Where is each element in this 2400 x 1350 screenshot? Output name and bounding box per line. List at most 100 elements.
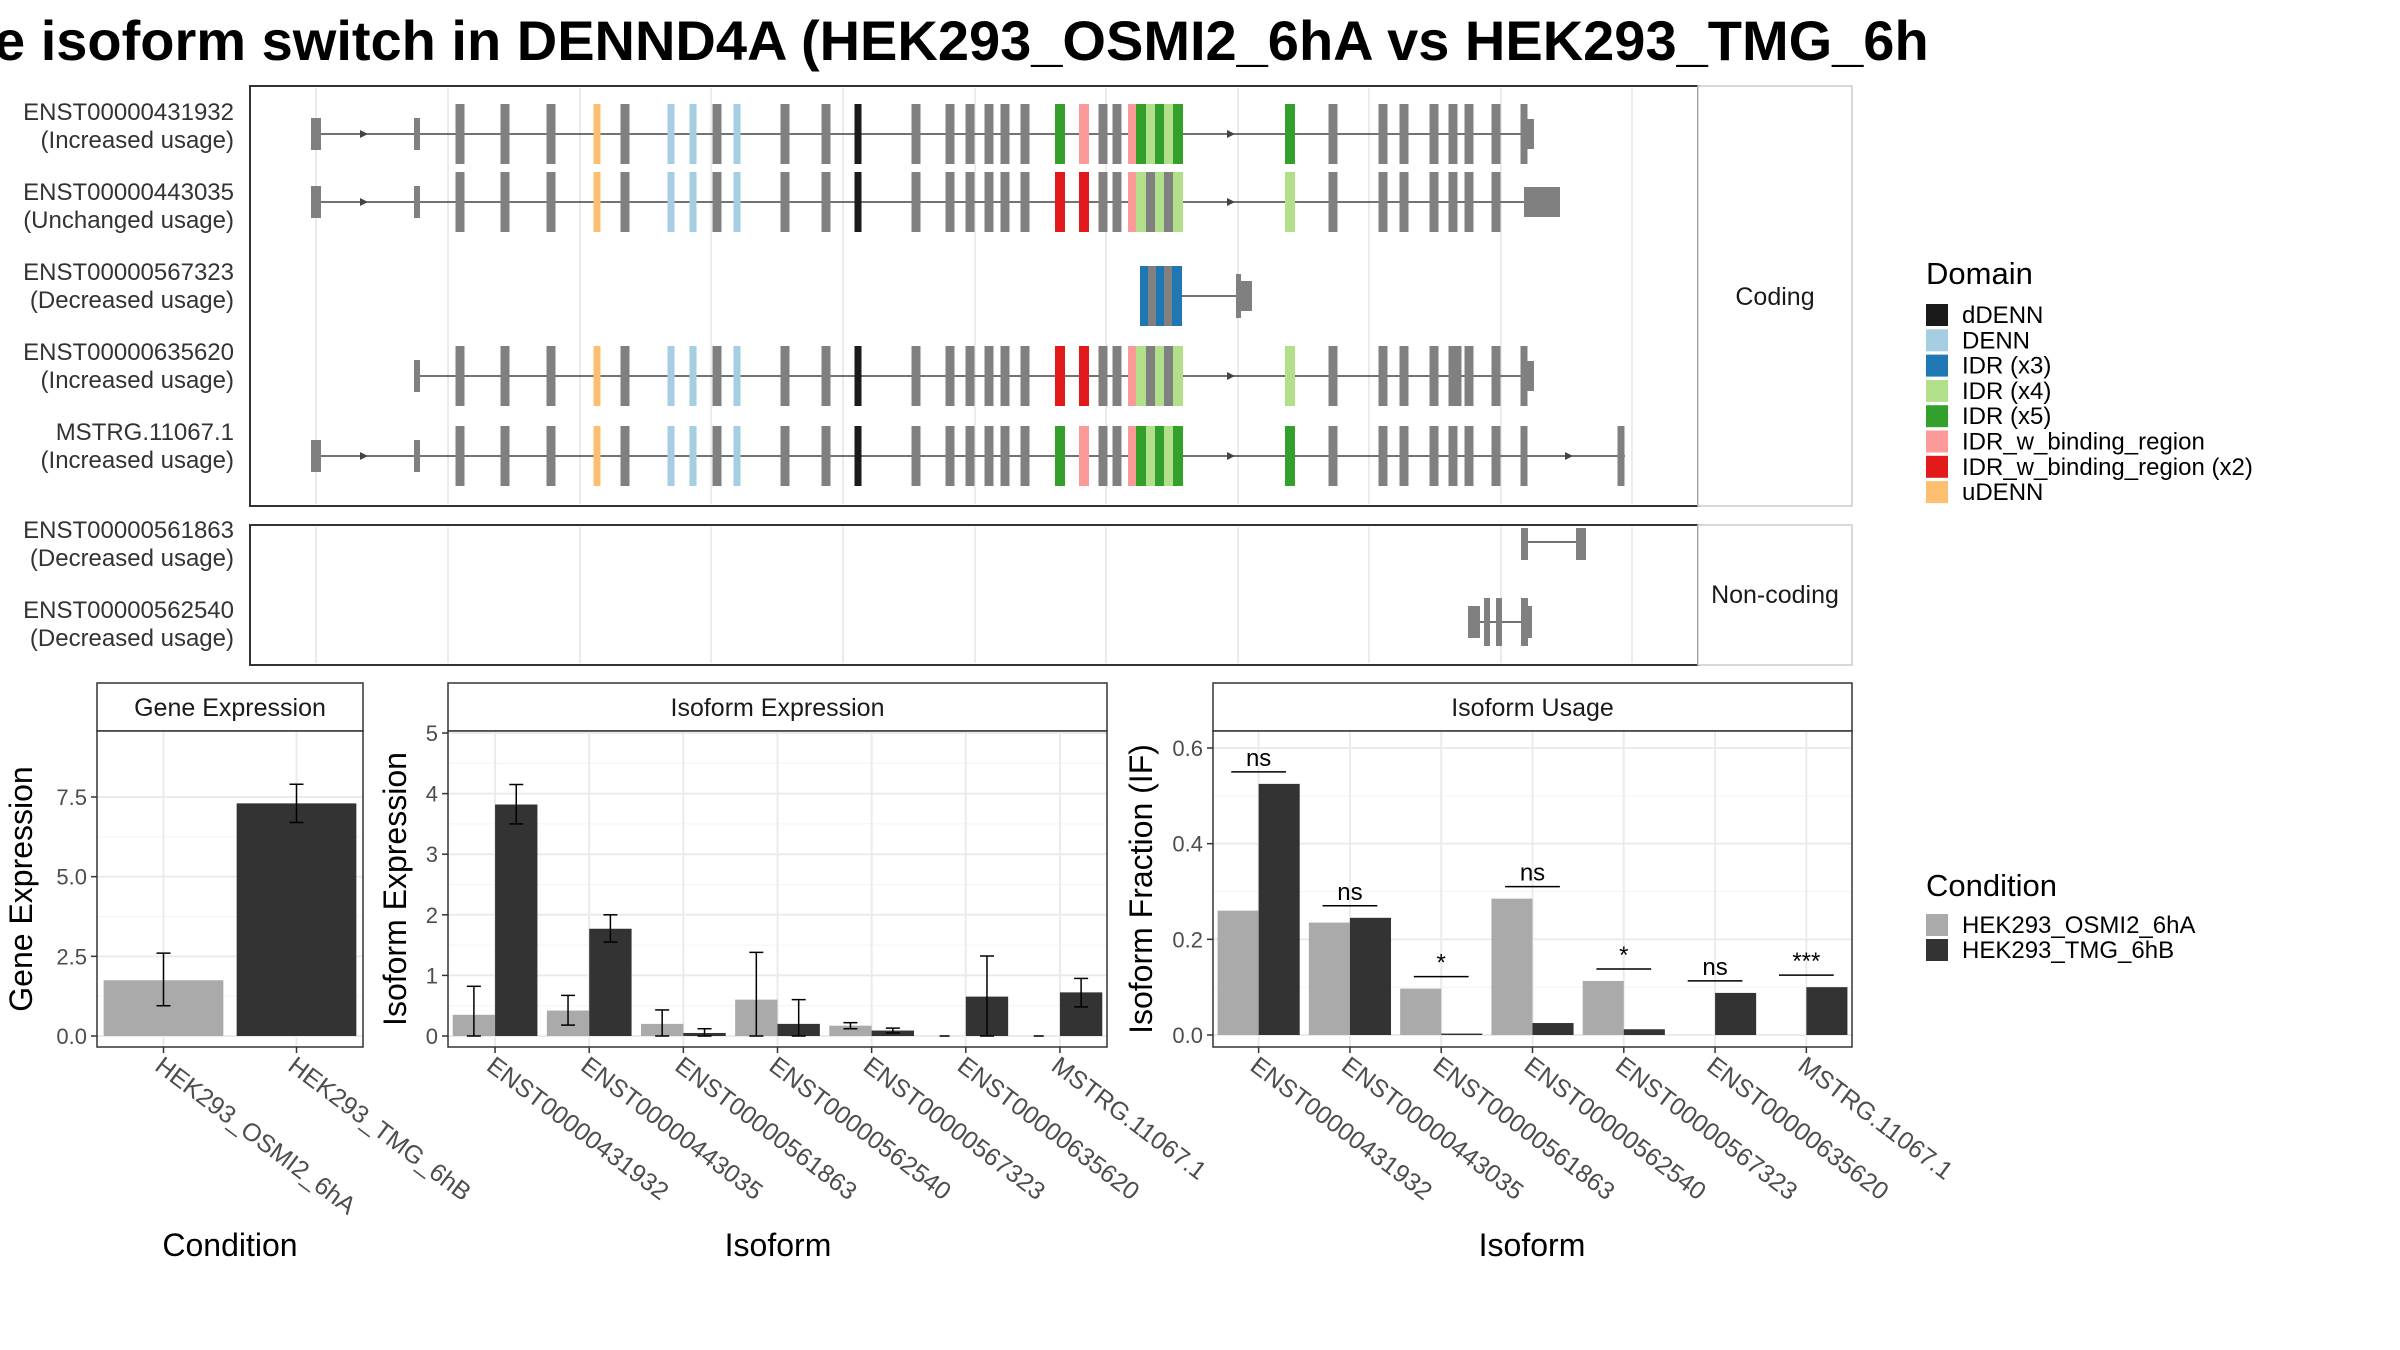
exon — [620, 346, 630, 406]
exon — [1128, 172, 1138, 232]
exon — [1098, 172, 1108, 232]
gene-expression-chart: Gene Expression0.02.55.07.5HEK293_OSMI2_… — [3, 682, 476, 1263]
exon — [1136, 104, 1146, 164]
exon — [1155, 104, 1165, 164]
noncoding-strip — [1697, 524, 1853, 666]
transcript-usage-label: (Unchanged usage) — [23, 207, 234, 234]
exon — [1155, 426, 1165, 486]
exon — [854, 104, 862, 164]
bar — [1308, 922, 1350, 1035]
exon — [546, 346, 556, 406]
y-axis-title: Isoform Fraction (IF) — [1123, 744, 1159, 1034]
bar — [1806, 987, 1848, 1035]
transcript-id-label: ENST00000562540 — [23, 597, 234, 624]
significance-label: ns — [1337, 879, 1362, 906]
exon — [455, 104, 465, 164]
exon — [854, 346, 862, 406]
exon — [1020, 346, 1030, 406]
exon — [1328, 426, 1338, 486]
exon — [1020, 172, 1030, 232]
bar — [1217, 910, 1259, 1035]
exon — [620, 426, 630, 486]
significance-label: ns — [1246, 745, 1271, 772]
exon — [1140, 266, 1150, 326]
exon — [1399, 172, 1409, 232]
exon — [1429, 426, 1439, 486]
exon — [1491, 104, 1501, 164]
exon — [733, 172, 741, 232]
exon — [1098, 104, 1108, 164]
exon — [1164, 426, 1174, 486]
exon — [1136, 426, 1146, 486]
exon — [667, 172, 675, 232]
exon — [984, 104, 994, 164]
exon — [1448, 346, 1458, 406]
domain-legend-title: Domain — [1926, 256, 2033, 291]
strand-arrow — [1227, 452, 1235, 460]
bar — [495, 804, 538, 1036]
legend-label: dDENN — [1962, 302, 2043, 329]
transcript-id-label: MSTRG.11067.1 — [56, 419, 234, 446]
exon — [911, 426, 921, 486]
exon — [593, 172, 601, 232]
exon — [1464, 426, 1474, 486]
x-axis-title: Condition — [162, 1227, 297, 1263]
exon — [414, 360, 420, 392]
exon — [1079, 172, 1089, 232]
condition-legend-title: Condition — [1926, 868, 2057, 903]
transcript-usage-label: (Decreased usage) — [30, 287, 234, 314]
exon — [1576, 528, 1586, 560]
exon — [667, 104, 675, 164]
exon — [1491, 426, 1501, 486]
bar — [829, 1025, 872, 1036]
exon — [593, 104, 601, 164]
exon — [945, 172, 955, 232]
noncoding-strip-label: Non-coding — [1711, 581, 1839, 609]
exon — [1079, 104, 1089, 164]
exon — [1429, 172, 1439, 232]
strand-arrow — [360, 452, 368, 460]
exon — [1000, 426, 1010, 486]
exon — [1112, 172, 1122, 232]
legend-swatch — [1926, 405, 1948, 428]
chart-title: Isoform Expression — [671, 694, 885, 722]
x-tick-label: MSTRG.11067.1 — [1046, 1051, 1211, 1185]
structure-panel-coding: Coding — [249, 85, 1853, 507]
exon — [1098, 346, 1108, 406]
exon — [1484, 598, 1490, 646]
exon — [1055, 346, 1065, 406]
coding-strip — [1697, 85, 1853, 507]
exon — [546, 104, 556, 164]
exon — [1464, 172, 1474, 232]
y-tick-label: 0.4 — [1172, 832, 1203, 857]
exon — [689, 104, 697, 164]
y-tick-label: 2 — [426, 903, 438, 928]
exon — [1454, 346, 1462, 406]
exon — [1146, 104, 1156, 164]
bar — [1623, 1029, 1665, 1035]
exon — [854, 426, 862, 486]
exon — [1000, 346, 1010, 406]
transcript-track — [311, 104, 1534, 164]
strand-arrow — [1227, 130, 1235, 138]
exon — [1429, 104, 1439, 164]
exon — [911, 346, 921, 406]
legend-label: HEK293_TMG_6hB — [1962, 937, 2174, 964]
exon — [1164, 172, 1174, 232]
strand-arrow — [1227, 198, 1235, 206]
exon — [1156, 266, 1166, 326]
exon — [712, 104, 722, 164]
exon — [455, 172, 465, 232]
exon — [1146, 426, 1156, 486]
legend-swatch — [1926, 304, 1948, 326]
exon — [1055, 172, 1065, 232]
exon — [1098, 426, 1108, 486]
exon — [965, 426, 975, 486]
chart-strip — [96, 682, 364, 732]
exon — [455, 346, 465, 406]
exon — [1155, 172, 1165, 232]
exon — [733, 346, 741, 406]
exon — [1524, 361, 1534, 391]
legend-swatch — [1926, 329, 1948, 352]
chart-title: Isoform Usage — [1451, 694, 1614, 722]
